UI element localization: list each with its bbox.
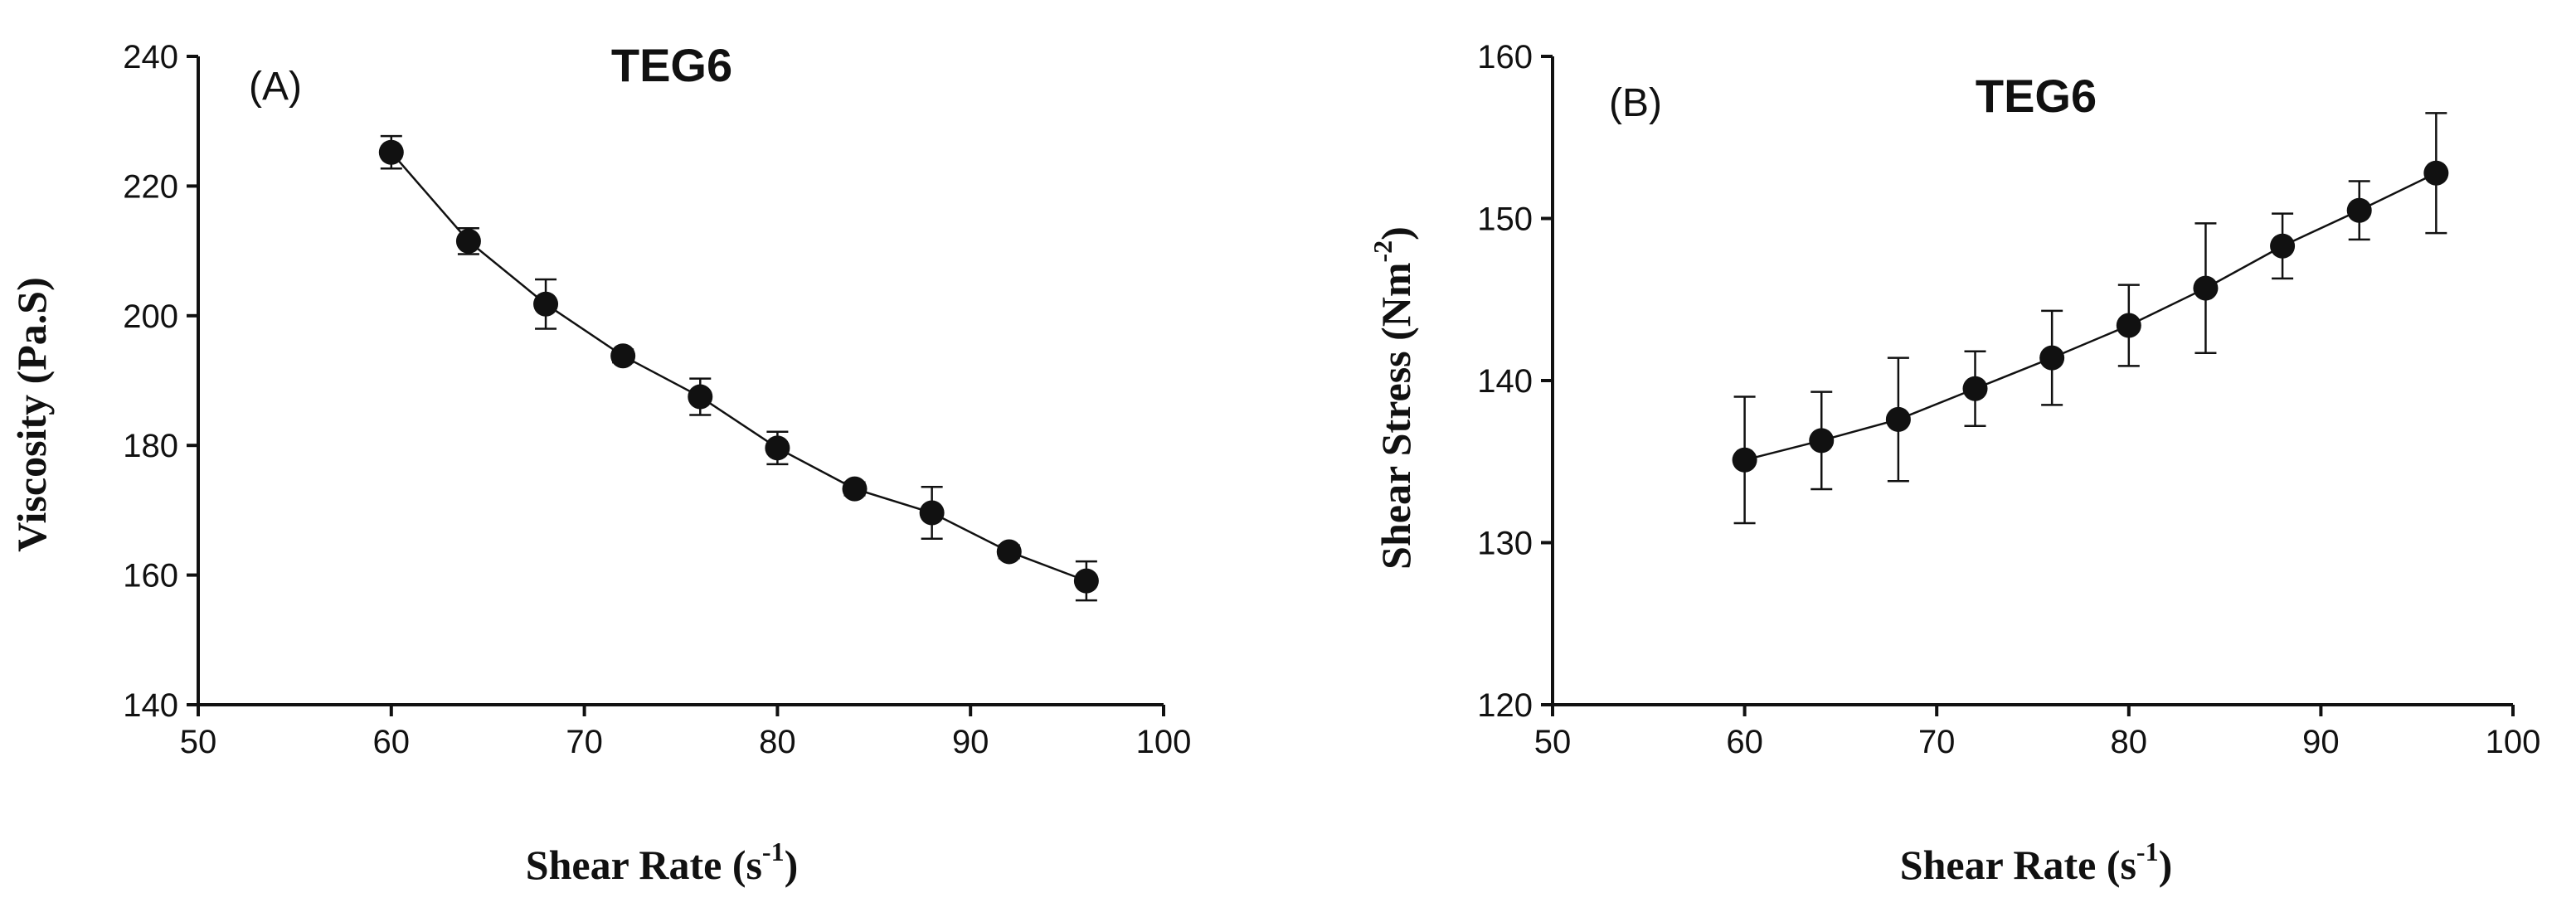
- chart-b-data-point: [1732, 447, 1757, 473]
- chart-b-title: TEG6: [1976, 70, 2097, 122]
- chart-a-title: TEG6: [611, 39, 732, 91]
- chart-b-data-point: [2270, 233, 2296, 259]
- chart-b-y-tick-label-2: 140: [1477, 363, 1533, 400]
- chart-a-y-tick-label-1: 160: [123, 558, 178, 594]
- panel-b-label: (B): [1609, 81, 1662, 125]
- chart-a-data-point: [1073, 568, 1099, 594]
- chart-a-x-tick-label-1: 60: [373, 724, 411, 760]
- chart-b-axes: [1551, 56, 2513, 706]
- chart-a-data-point: [533, 291, 559, 317]
- chart-b-plot: [1732, 112, 2449, 525]
- chart-b-data-point: [1885, 406, 1911, 432]
- chart-a-y-tick-label-4: 220: [123, 168, 178, 205]
- chart-a-data-point: [996, 539, 1022, 565]
- chart-a-ticks: 50 60 70 80 90 100 140 160 180 200 220 240: [123, 39, 1191, 760]
- chart-b-data-point: [2116, 313, 2141, 338]
- panel-a-label: (A): [249, 65, 302, 109]
- chart-b-x-tick-label-4: 90: [2302, 724, 2340, 760]
- chart-b-series-line: [1744, 172, 2437, 462]
- chart-a-x-tick-label-2: 70: [566, 724, 603, 760]
- chart-a-data-point: [455, 228, 481, 254]
- chart-a-y-axis-title: Viscosity (Pa.S): [8, 277, 55, 551]
- chart-a-x-tick-label-4: 90: [952, 724, 989, 760]
- chart-panel-b: (B) TEG6 Shear Stress (Nm-2) Shear Rate …: [1368, 39, 2540, 888]
- chart-a-x-axis-title: Shear Rate (s-1): [526, 837, 798, 888]
- chart-b-x-axis-title: Shear Rate (s-1): [1900, 837, 2172, 888]
- chart-a-axes: [197, 56, 1164, 706]
- chart-b-data-point: [2193, 275, 2219, 301]
- chart-a-y-tick-label-5: 240: [123, 39, 178, 75]
- chart-b-y-tick-label-0: 120: [1477, 687, 1533, 724]
- chart-a-x-tick-label-5: 100: [1136, 724, 1192, 760]
- chart-b-data-point: [1809, 428, 1835, 454]
- chart-b-x-tick-label-1: 60: [1726, 724, 1763, 760]
- chart-b-x-tick-label-5: 100: [2486, 724, 2541, 760]
- chart-a-plot: [378, 134, 1099, 602]
- chart-b-data-point: [2423, 160, 2449, 186]
- chart-a-data-point: [688, 384, 713, 410]
- chart-a-data-point: [919, 500, 945, 526]
- chart-b-x-tick-label-3: 80: [2111, 724, 2148, 760]
- chart-a-data-point: [842, 476, 868, 502]
- chart-a-data-point: [378, 139, 404, 165]
- chart-a-y-tick-label-3: 200: [123, 298, 178, 335]
- chart-b-y-axis-title: Shear Stress (Nm-2): [1368, 226, 1419, 570]
- chart-b-y-tick-label-3: 150: [1477, 201, 1533, 238]
- chart-a-y-tick-label-0: 140: [123, 687, 178, 724]
- chart-a-x-tick-label-0: 50: [180, 724, 217, 760]
- chart-a-x-tick-label-3: 80: [759, 724, 796, 760]
- chart-panel-a: (A) TEG6 Viscosity (Pa.S) Shear Rate (s-…: [8, 39, 1191, 888]
- chart-b-data-point: [1962, 376, 1988, 401]
- chart-b-data-point: [2346, 197, 2372, 223]
- chart-b-ticks: 50 60 70 80 90 100 120 130 140 150 160: [1477, 39, 2540, 760]
- chart-a-data-point: [765, 435, 790, 461]
- chart-b-data-point: [2039, 345, 2065, 371]
- chart-b-x-tick-label-2: 70: [1918, 724, 1956, 760]
- chart-b-x-tick-label-0: 50: [1534, 724, 1572, 760]
- chart-a-series-line: [390, 151, 1087, 582]
- chart-b-y-tick-label-1: 130: [1477, 526, 1533, 562]
- chart-a-y-tick-label-2: 180: [123, 428, 178, 464]
- chart-b-y-tick-label-4: 160: [1477, 39, 1533, 75]
- chart-a-data-point: [610, 343, 636, 369]
